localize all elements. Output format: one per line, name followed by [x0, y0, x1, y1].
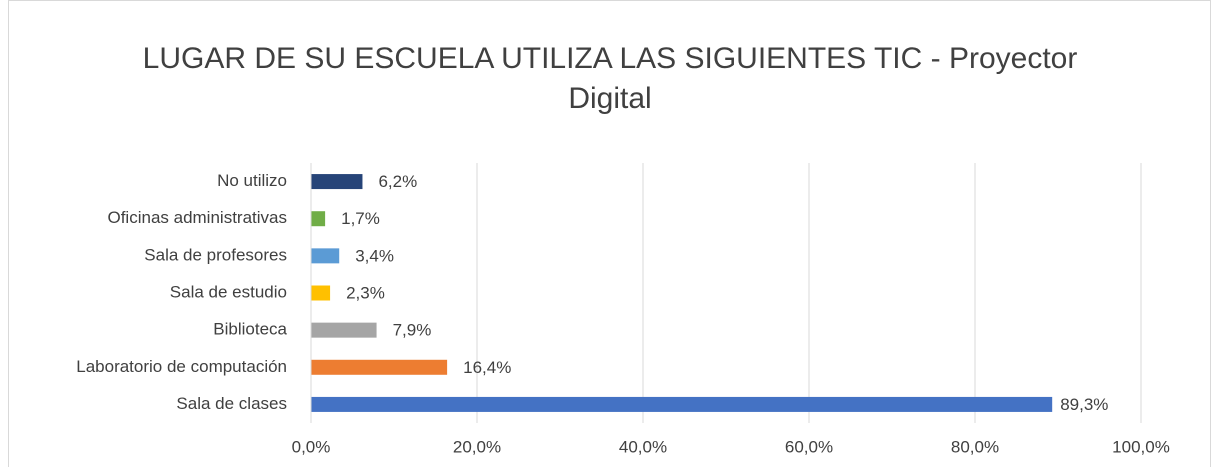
x-tick-label: 40,0%	[619, 437, 667, 456]
data-label: 7,9%	[393, 321, 432, 340]
bar	[311, 174, 363, 190]
y-tick-label: Sala de clases	[176, 394, 287, 413]
x-tick-label: 0,0%	[292, 437, 331, 456]
chart-frame	[8, 0, 1211, 467]
x-tick-label: 80,0%	[951, 437, 999, 456]
bar	[311, 211, 326, 227]
bar	[311, 396, 1053, 412]
data-label: 1,7%	[341, 209, 380, 228]
y-tick-label: Biblioteca	[213, 320, 287, 339]
y-tick-label: Oficinas administrativas	[107, 208, 287, 227]
data-label: 6,2%	[378, 172, 417, 191]
bar	[311, 359, 448, 375]
data-label: 16,4%	[463, 358, 511, 377]
y-tick-label: Sala de profesores	[144, 245, 287, 264]
bar	[311, 322, 377, 338]
x-tick-label: 60,0%	[785, 437, 833, 456]
chart-title: LUGAR DE SU ESCUELA UTILIZA LAS SIGUIENT…	[143, 42, 1078, 115]
data-label: 3,4%	[355, 246, 394, 265]
data-label: 89,3%	[1060, 395, 1108, 414]
y-tick-label: No utilizo	[217, 171, 287, 190]
bar	[311, 248, 340, 264]
x-tick-label: 100,0%	[1112, 437, 1170, 456]
x-tick-label: 20,0%	[453, 437, 501, 456]
y-tick-label: Laboratorio de computación	[76, 357, 287, 376]
y-tick-label: Sala de estudio	[170, 282, 287, 301]
data-label: 2,3%	[346, 283, 385, 302]
bar	[311, 285, 331, 301]
